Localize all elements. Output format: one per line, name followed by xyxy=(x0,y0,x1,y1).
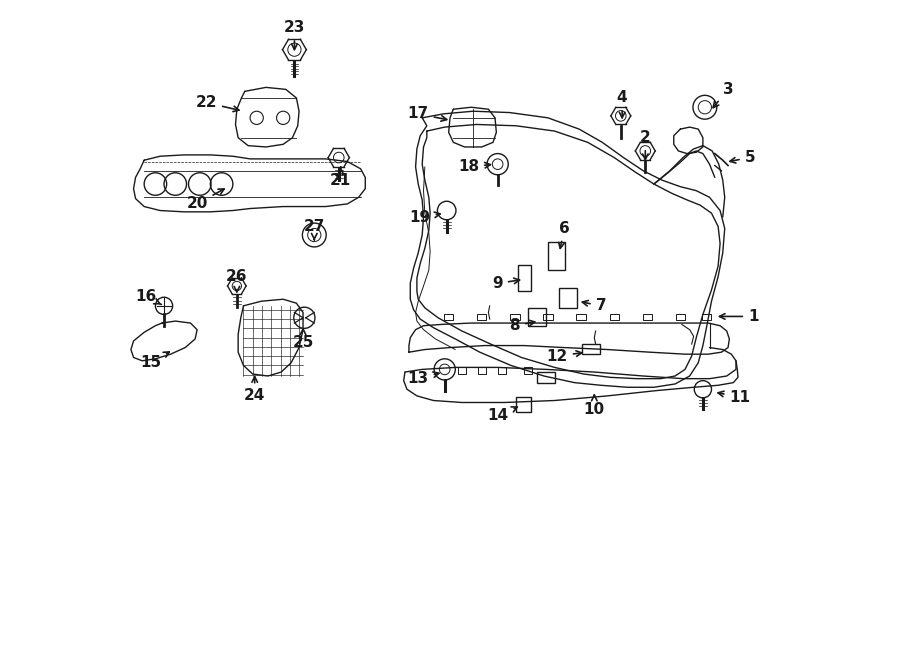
Text: 18: 18 xyxy=(458,160,491,174)
Text: 24: 24 xyxy=(244,377,266,403)
Text: 21: 21 xyxy=(330,167,351,187)
Text: 22: 22 xyxy=(195,95,239,112)
Text: 17: 17 xyxy=(408,107,446,121)
Text: 25: 25 xyxy=(292,329,314,350)
Text: 27: 27 xyxy=(303,219,325,240)
Text: 5: 5 xyxy=(730,150,755,165)
Text: 7: 7 xyxy=(582,299,607,313)
Text: 20: 20 xyxy=(186,189,224,211)
Text: 13: 13 xyxy=(408,371,439,386)
Text: 6: 6 xyxy=(559,221,570,248)
Text: 26: 26 xyxy=(226,269,248,292)
Text: 15: 15 xyxy=(140,352,169,370)
Text: 1: 1 xyxy=(719,309,759,324)
Text: 4: 4 xyxy=(616,91,627,118)
Text: 9: 9 xyxy=(492,276,519,291)
Text: 14: 14 xyxy=(488,407,517,423)
Text: 10: 10 xyxy=(584,395,605,416)
Text: 2: 2 xyxy=(640,130,651,160)
Text: 19: 19 xyxy=(410,210,440,224)
Text: 11: 11 xyxy=(718,390,751,404)
Text: 16: 16 xyxy=(135,289,161,305)
Text: 3: 3 xyxy=(713,82,734,108)
Text: 8: 8 xyxy=(509,318,535,333)
Text: 23: 23 xyxy=(284,21,305,50)
Text: 12: 12 xyxy=(546,349,581,363)
